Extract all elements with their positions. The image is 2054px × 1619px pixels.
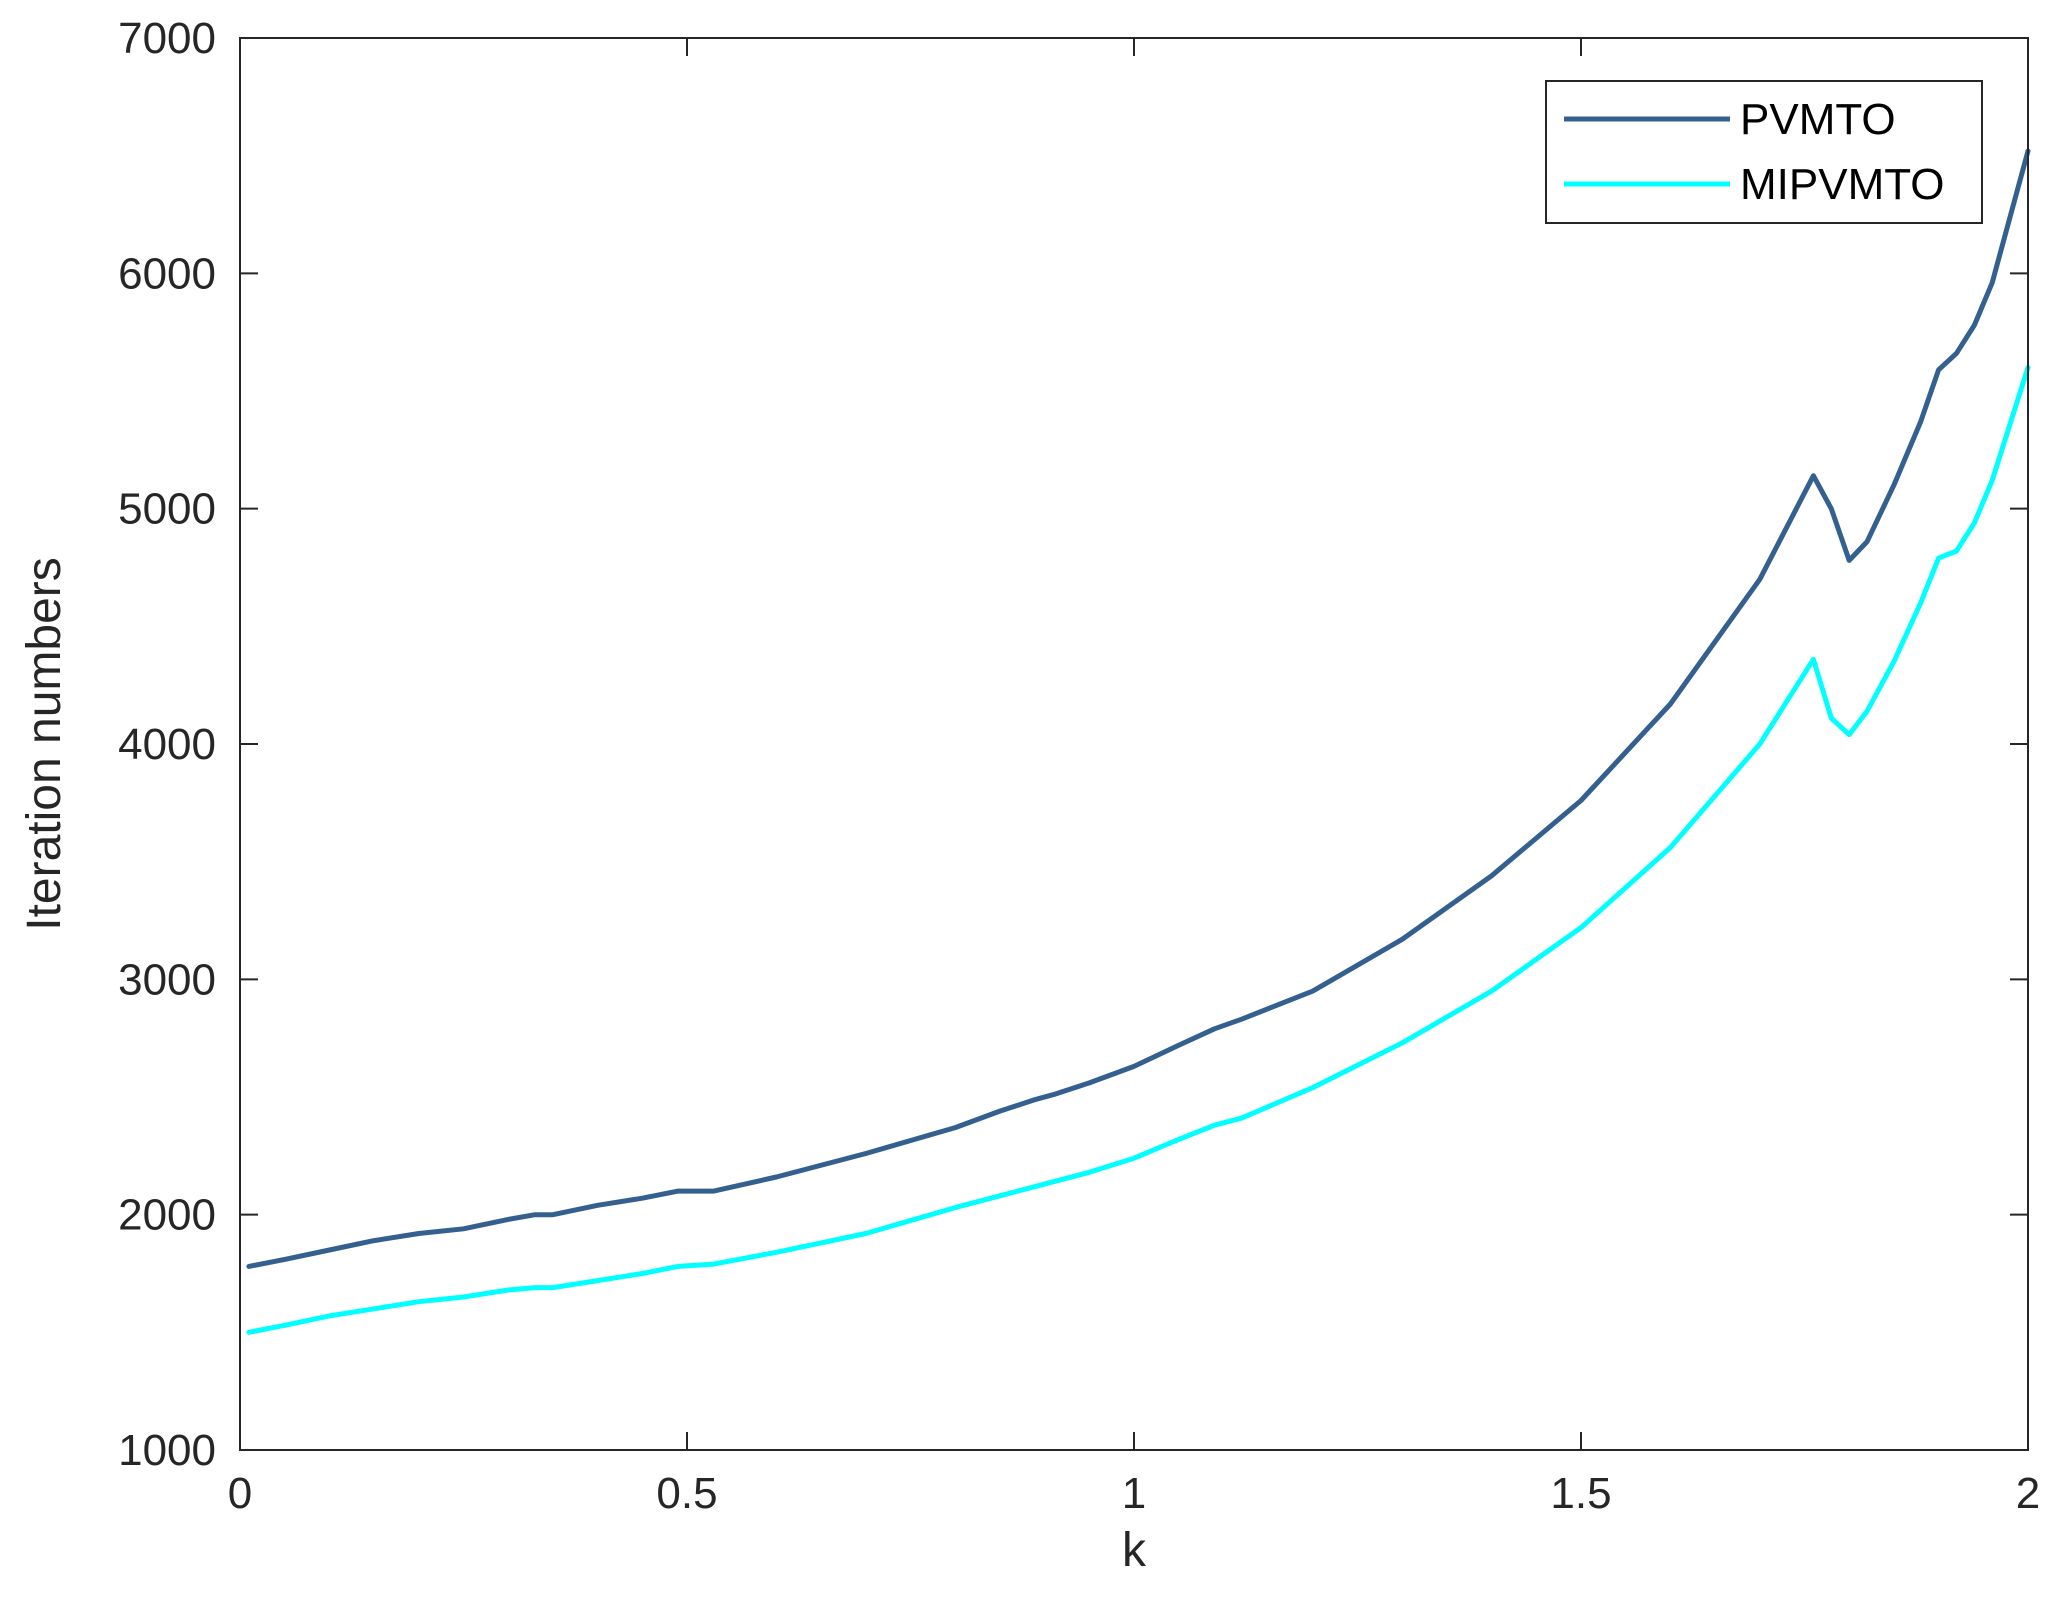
ticks-layer	[239, 37, 2029, 1451]
y-axis-label: Iteration numbers	[18, 557, 71, 931]
x-tick-label-3: 1.5	[1550, 1469, 1611, 1518]
x-axis-label: k	[1122, 1524, 1147, 1577]
series-line-mipvmto	[246, 365, 2031, 1335]
legend-label-mipvmto: MIPVMTO	[1740, 160, 1945, 209]
y-tick-label-5: 6000	[118, 249, 216, 298]
series-layer	[246, 148, 2031, 1335]
legend-label-pvmto: PVMTO	[1740, 95, 1896, 144]
y-tick-label-6: 7000	[118, 14, 216, 63]
y-tick-label-0: 1000	[118, 1426, 216, 1475]
series-line-pvmto	[246, 148, 2031, 1269]
x-tick-label-4: 2	[2016, 1469, 2040, 1518]
y-tick-label-4: 5000	[118, 485, 216, 534]
y-tick-label-1: 2000	[118, 1191, 216, 1240]
y-tick-label-3: 4000	[118, 720, 216, 769]
x-tick-label-2: 1	[1122, 1469, 1146, 1518]
x-tick-label-1: 0.5	[656, 1469, 717, 1518]
legend: PVMTO MIPVMTO	[1545, 80, 1983, 224]
x-tick-label-0: 0	[228, 1469, 252, 1518]
y-tick-label-2: 3000	[118, 955, 216, 1004]
legend-box	[1545, 80, 1983, 224]
tick-labels-layer: 0 0.5 1 1.5 2 1000 2000 3000 4000 5000 6000 7000	[118, 14, 2040, 1518]
